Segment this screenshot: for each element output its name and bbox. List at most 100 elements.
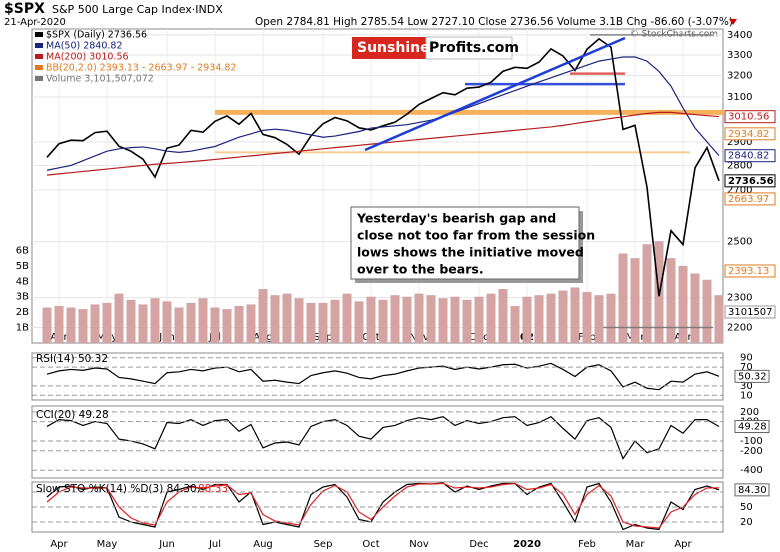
price-label-box — [724, 264, 776, 278]
logo-right — [425, 36, 513, 60]
price-label: 2840.82 — [728, 151, 769, 162]
volume-bar — [42, 307, 52, 343]
volume-bar — [174, 307, 184, 343]
y-tick-label: 90 — [740, 353, 753, 364]
y-tick-label: 20 — [740, 517, 753, 528]
volume-bar — [618, 253, 628, 343]
volume-bar — [414, 293, 424, 343]
volume-tick-label: 6B — [16, 245, 29, 256]
volume-bar — [438, 298, 448, 343]
volume-bar — [486, 293, 496, 343]
volume-bar — [318, 302, 328, 343]
volume-tick-label: 4B — [16, 276, 29, 287]
price-label: 2736.56 — [728, 176, 774, 187]
price-label: 3010.56 — [728, 112, 769, 123]
volume-bar — [54, 305, 64, 343]
last-value-box — [734, 483, 770, 497]
y-tick-label: 50 — [740, 502, 753, 513]
down-arrow — [729, 19, 737, 25]
volume-tick-label: 1B — [16, 323, 29, 334]
volume-bar — [66, 307, 76, 343]
volume-bar — [366, 296, 376, 343]
volume-bar — [342, 293, 352, 343]
volume-bar — [354, 301, 364, 343]
price-label: 2934.82 — [728, 129, 769, 140]
volume-bar — [294, 298, 304, 343]
logo-text: Sunshine — [357, 40, 430, 56]
series-line — [46, 482, 720, 531]
volume-bar — [198, 298, 208, 343]
last-value-label: 50.32 — [738, 371, 767, 382]
volume-bar — [138, 304, 148, 343]
volume-bar — [594, 295, 604, 343]
legend-swatch — [35, 76, 43, 81]
y-tick-label: 2200 — [727, 323, 752, 334]
volume-bar — [522, 296, 532, 343]
volume-bar — [690, 273, 700, 343]
volume-bar — [330, 299, 340, 343]
last-value-label: 84.30 — [738, 485, 767, 496]
series-line — [46, 482, 720, 529]
legend-swatch — [35, 43, 43, 48]
y-tick-label: 2800 — [727, 160, 752, 171]
x-tick-label: Nov — [409, 539, 429, 550]
annotation: over to the bears. — [357, 262, 484, 277]
legend-label: MA(50) 2840.82 — [46, 41, 123, 52]
volume-bar — [606, 293, 616, 343]
volume-bar — [642, 244, 652, 343]
legend-swatch — [35, 65, 43, 70]
symbol: $SPX — [4, 1, 45, 17]
logo-text: Profits.com — [429, 40, 519, 56]
volume-tick-label: 3B — [16, 292, 29, 303]
volume-bar — [378, 299, 388, 343]
rsi-panel — [31, 352, 724, 401]
volume-bar — [534, 295, 544, 343]
volume-bar — [702, 279, 712, 343]
x-tick-label: Apr — [50, 539, 68, 550]
y-tick-label: 2300 — [727, 293, 752, 304]
last-value-box — [734, 420, 770, 434]
volume-bar — [582, 292, 592, 343]
x-tick-label: Aug — [253, 539, 273, 550]
annotation: lows shows the initiative moved — [357, 245, 584, 260]
y-tick-label: -200 — [740, 446, 763, 457]
volume-bar — [150, 298, 160, 343]
volume-bar — [210, 307, 220, 343]
legend-label: $SPX (Daily) 2736.56 — [46, 30, 147, 41]
x-tick-label: Mar — [626, 539, 646, 550]
x-tick-label: Apr — [674, 539, 692, 550]
volume-bar — [630, 258, 640, 343]
series-line — [46, 415, 720, 460]
price-label-box — [724, 149, 776, 163]
volume-bar — [258, 289, 268, 343]
series-line — [46, 56, 720, 171]
volume-bar — [510, 305, 520, 343]
volume-tick-label: 5B — [16, 261, 29, 272]
y-tick-label: 3100 — [727, 92, 752, 103]
x-tick-label: 2020 — [513, 539, 541, 550]
volume-bar — [666, 258, 676, 343]
y-tick-label: 3300 — [727, 50, 752, 61]
volume-bar — [474, 296, 484, 343]
volume-bar — [222, 309, 232, 343]
price-label: 2663.97 — [728, 194, 769, 205]
panel-title-extra: 88.33 — [198, 483, 228, 495]
y-tick-label: -400 — [740, 465, 763, 476]
series-line — [46, 362, 720, 391]
price-panel — [31, 28, 724, 344]
price-label-box — [724, 192, 776, 206]
volume-bar — [234, 305, 244, 343]
volume-bar — [78, 309, 88, 343]
subtitle: 21-Apr-2020 — [4, 17, 66, 28]
panel-title: RSI(14) 50.32 — [36, 353, 108, 365]
volume-bar — [462, 299, 472, 343]
annotation-box — [350, 206, 580, 280]
header-stats: Open 2784.81 High 2785.54 Low 2727.10 Cl… — [255, 16, 733, 28]
x-tick-label: Sep — [314, 539, 333, 550]
panel-title: Slow STO %K(14) %D(3) 84.30, — [36, 483, 200, 495]
y-tick-label: 2700 — [727, 185, 752, 196]
y-tick-label: 2900 — [727, 137, 752, 148]
y-tick-label: 3400 — [727, 30, 752, 41]
